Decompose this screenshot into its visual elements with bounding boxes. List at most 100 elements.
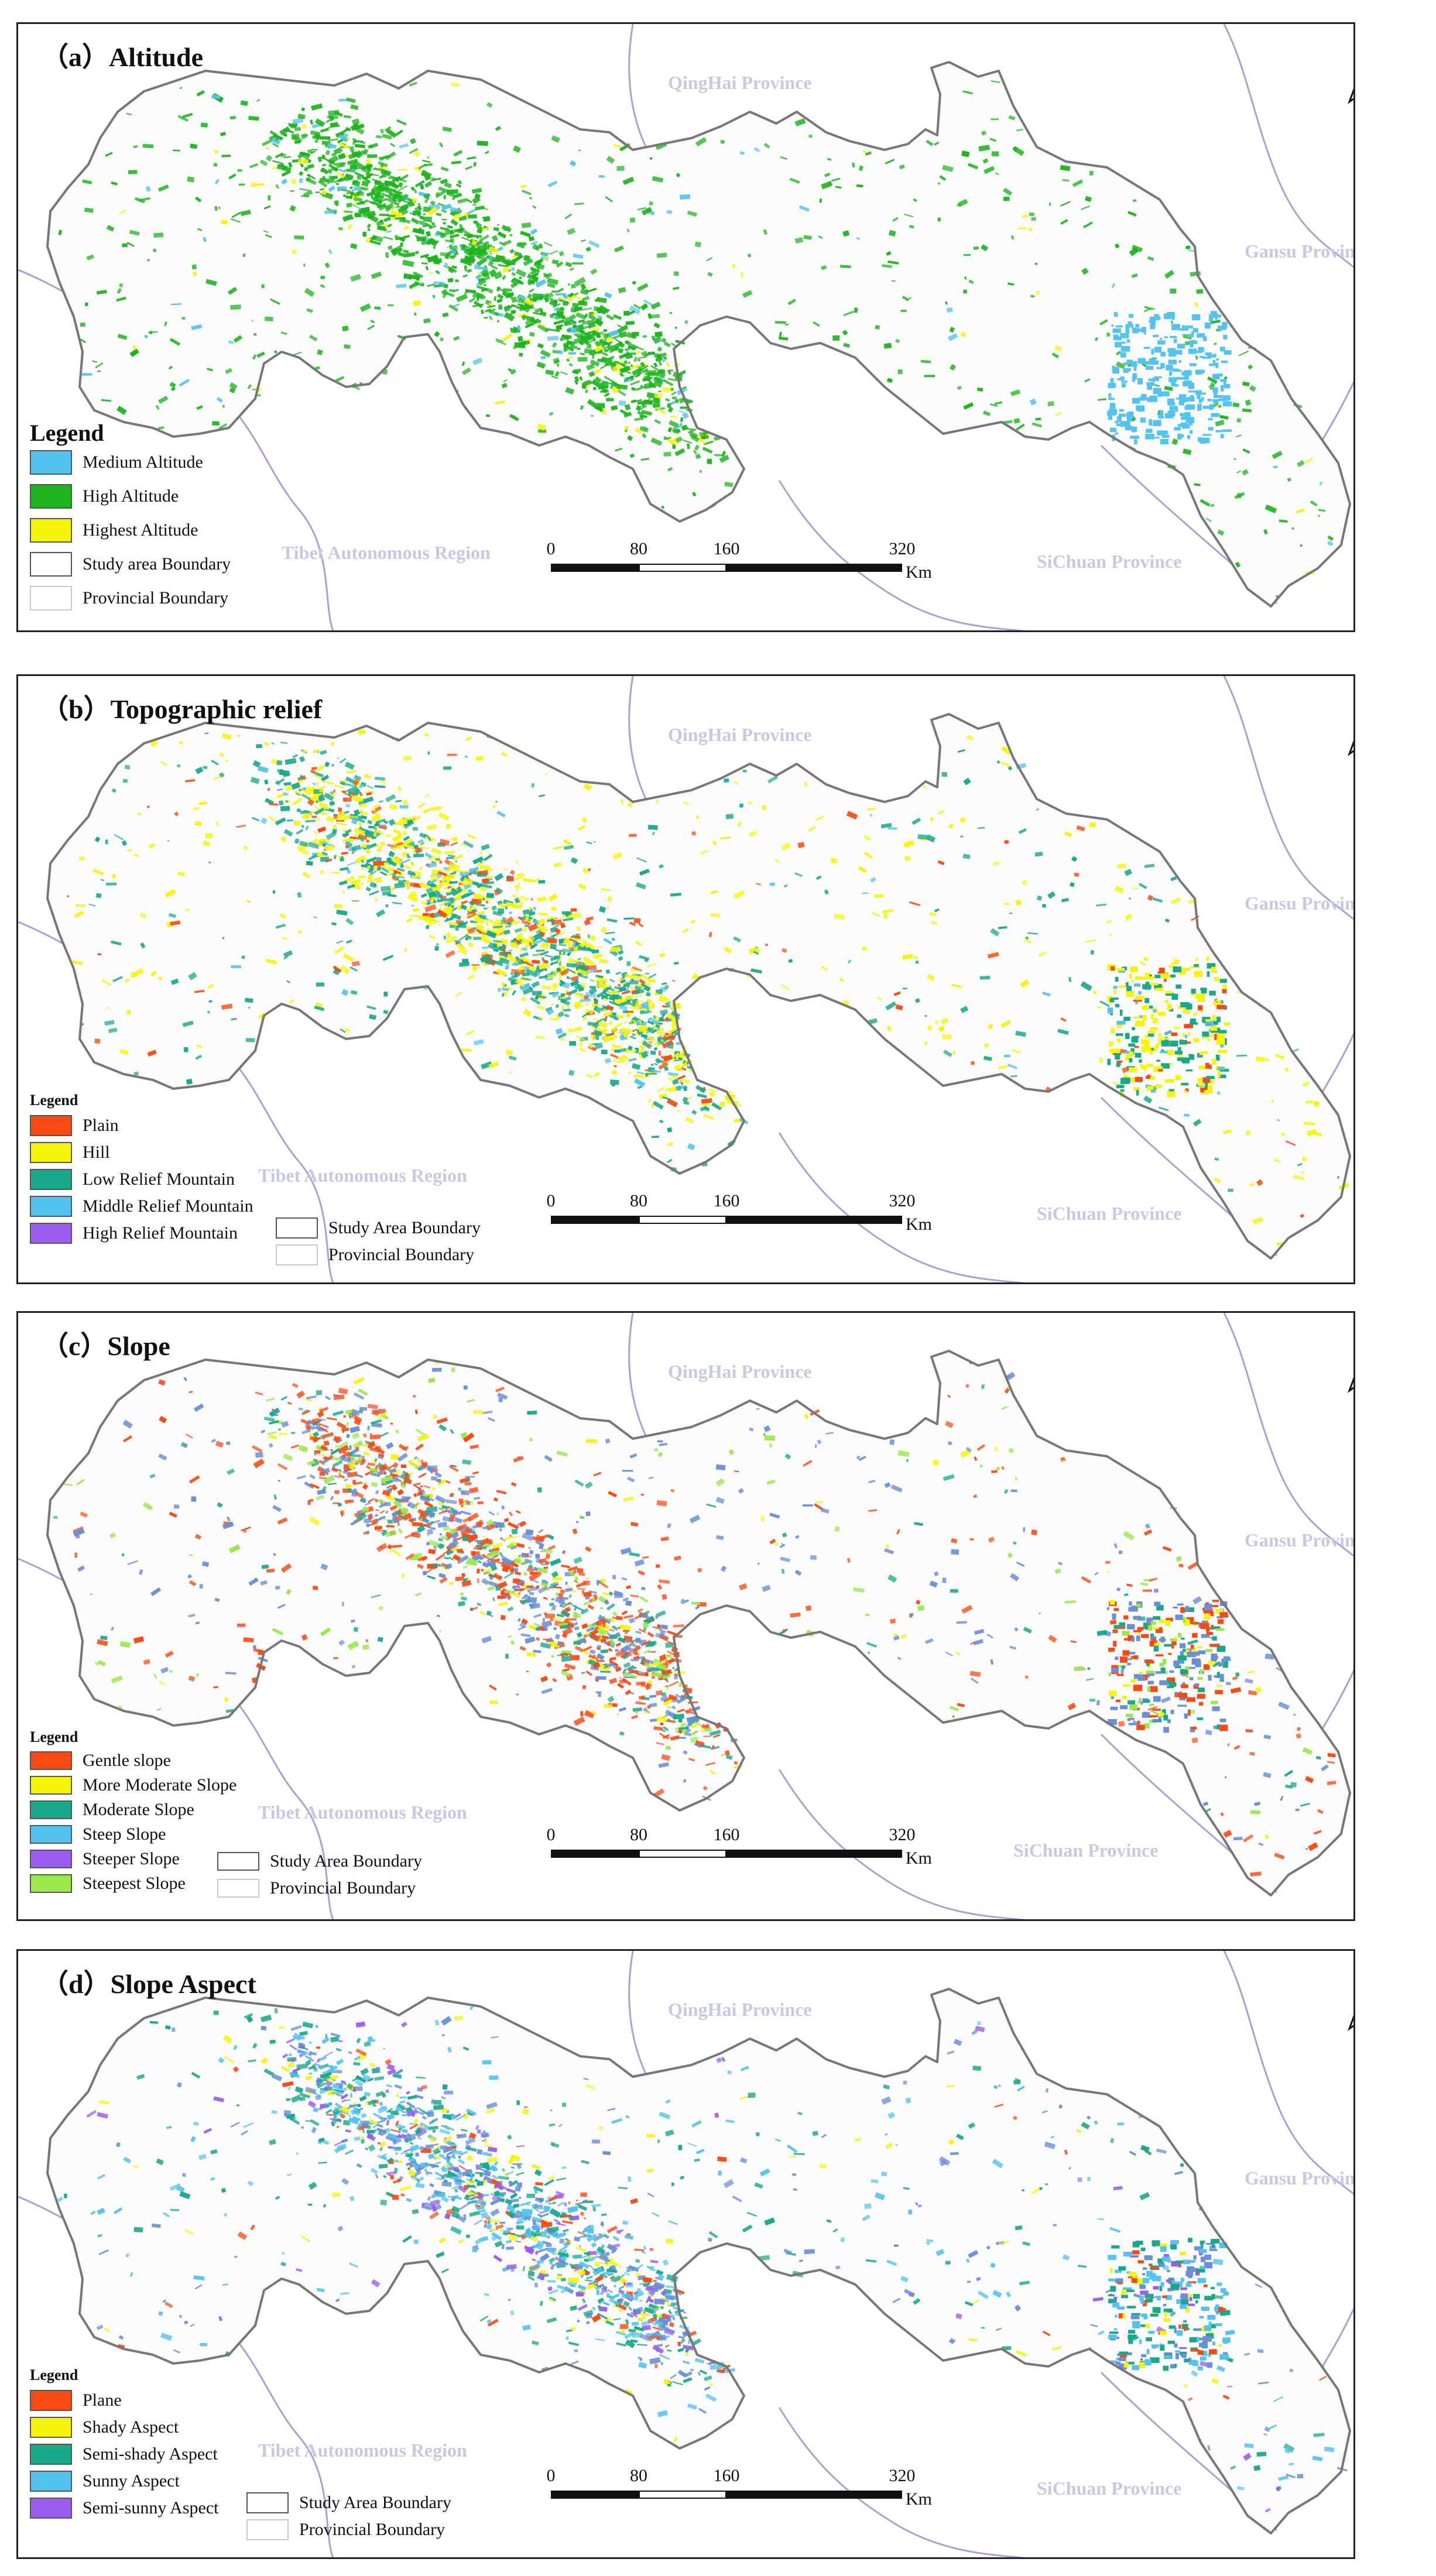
map-canvas [18, 1951, 1353, 2557]
legend-swatch [30, 1751, 72, 1770]
map-canvas [18, 676, 1353, 1282]
north-arrow: N [1345, 702, 1353, 784]
legend-title: Legend [30, 420, 104, 446]
panel-title: （d）Slope Aspect [42, 1969, 256, 1999]
legend-label: Study Area Boundary [328, 1218, 481, 1237]
panel-title: （b）Topographic relief [42, 694, 323, 724]
legend-swatch [30, 1223, 72, 1244]
scale-tick-label: 160 [713, 1191, 740, 1210]
legend-swatch [30, 1196, 72, 1217]
provincial-boundary-line [1223, 24, 1353, 269]
legend-item-semi-sunny-aspect: Semi-sunny Aspect [30, 2498, 219, 2519]
study-area-boundary [46, 61, 1351, 608]
legend-label: Hill [83, 1143, 110, 1162]
legend-swatch [30, 1776, 72, 1795]
legend-item-provincial-boundary: Provincial Boundary [30, 586, 231, 610]
legend-label: Plane [83, 2390, 122, 2410]
legend-label: Study area Boundary [83, 554, 231, 574]
legend-label: Provincial Boundary [328, 1245, 475, 1264]
legend-item-study-area-boundary: Study area Boundary [30, 552, 231, 577]
legend-label: Sunny Aspect [83, 2471, 180, 2491]
scale-tick-label: 320 [889, 1191, 916, 1210]
scale-bar-segment [726, 564, 902, 572]
label-sichuan: SiChuan Province [1037, 1203, 1182, 1224]
scale-tick-label: 0 [546, 2466, 556, 2485]
legend-label: Shady Aspect [83, 2417, 179, 2437]
legend-label: More Moderate Slope [83, 1775, 237, 1795]
legend-label: Gentle slope [83, 1751, 171, 1770]
legend-swatch [276, 1217, 318, 1239]
legend-label: Steeper Slope [83, 1849, 180, 1868]
legend-boundaries: Study Area Boundary Provincial Boundary [217, 1851, 422, 1905]
legend-label: Middle Relief Mountain [83, 1196, 253, 1216]
legend-swatch [246, 2519, 289, 2540]
legend: Legend Plane Shady Aspect Semi-shady Aspec… [30, 2366, 219, 2524]
label-qinghai: QingHai Province [668, 724, 812, 745]
scale-bar-segment [551, 2491, 639, 2499]
legend-item-middle-relief-mountain: Middle Relief Mountain [30, 1196, 253, 1217]
legend-swatch [30, 2390, 72, 2411]
class-patches [67, 729, 1350, 1247]
legend-label: Highest Altitude [83, 520, 198, 540]
scale-bar-segment [551, 1216, 639, 1224]
map-panel-topographic-relief: （b）Topographic relief QingHai Province G… [16, 674, 1355, 1284]
study-area-fill [47, 714, 1350, 1258]
legend-item-sunny-aspect: Sunny Aspect [30, 2471, 219, 2492]
study-area-boundary [46, 1350, 1351, 1896]
legend-item-study-area-boundary: Study Area Boundary [276, 1217, 481, 1239]
legend-boundaries: Study Area Boundary Provincial Boundary [276, 1217, 481, 1271]
scale-tick-label: 0 [546, 1191, 556, 1210]
legend-label: Plain [83, 1116, 119, 1135]
scale-bar-segment [639, 2491, 726, 2499]
legend-label: Study Area Boundary [299, 2493, 451, 2512]
north-letter: N [1345, 1393, 1353, 1427]
label-qinghai: QingHai Province [668, 1999, 812, 2020]
legend-title: Legend [30, 1728, 78, 1745]
scale-tick-label: 0 [546, 539, 556, 558]
provincial-boundary-line [1223, 1313, 1353, 1558]
scale-bar-segment [726, 1216, 902, 1224]
provincial-boundary-line [778, 2407, 1026, 2557]
legend-label: Provincial Boundary [270, 1878, 416, 1898]
legend-label: High Altitude [83, 486, 179, 506]
legend-label: Semi-shady Aspect [83, 2444, 218, 2464]
label-gansu: Gansu Province [1245, 241, 1355, 262]
legend-swatch [30, 450, 72, 475]
label-sichuan: SiChuan Province [1037, 551, 1182, 572]
legend: Legend Plain Hill Low Relief Mountain Middl… [30, 1092, 253, 1250]
legend-item-high-relief-mountain: High Relief Mountain [30, 1223, 253, 1244]
legend-item-more-moderate-slope: More Moderate Slope [30, 1775, 237, 1795]
legend-item-high-altitude: High Altitude [30, 484, 231, 509]
legend-item-low-relief-mountain: Low Relief Mountain [30, 1169, 253, 1190]
label-gansu: Gansu Province [1245, 893, 1355, 914]
study-area-boundary [46, 1988, 1351, 2534]
class-patches [57, 2005, 1348, 2513]
north-arrow-icon [1347, 740, 1353, 756]
legend-label: Semi-sunny Aspect [83, 2498, 219, 2517]
map-canvas [18, 1313, 1353, 1919]
provincial-boundary-line [1223, 1951, 1353, 2196]
scale-tick-label: 160 [713, 539, 740, 558]
north-arrow: N [1345, 50, 1353, 132]
scale-unit: Km [906, 1848, 932, 1868]
legend-swatch [30, 1874, 72, 1893]
provincial-boundary-line [778, 480, 1026, 630]
label-qinghai: QingHai Province [668, 1361, 812, 1382]
legend-label: Provincial Boundary [83, 588, 229, 608]
legend-title: Legend [30, 2366, 78, 2383]
legend-swatch [30, 484, 72, 509]
scale-unit: Km [906, 2489, 932, 2509]
north-arrow: N [1345, 1339, 1353, 1421]
study-area-fill [47, 1989, 1350, 2533]
map-canvas [18, 24, 1353, 630]
legend-label: Low Relief Mountain [83, 1169, 235, 1189]
provincial-boundary-line [778, 1132, 1026, 1282]
label-sichuan: SiChuan Province [1013, 1840, 1159, 1861]
legend-boundaries: Study Area Boundary Provincial Boundary [246, 2492, 451, 2546]
north-arrow-icon [1347, 2015, 1353, 2031]
legend-label: Medium Altitude [83, 452, 203, 472]
panel-title: （c）Slope [42, 1331, 170, 1361]
legend-item-steeper-slope: Steeper Slope [30, 1849, 237, 1869]
legend: Legend Gentle slope More Moderate Slope Mo… [30, 1728, 237, 1898]
panel-title: （a）Altitude [42, 42, 203, 72]
